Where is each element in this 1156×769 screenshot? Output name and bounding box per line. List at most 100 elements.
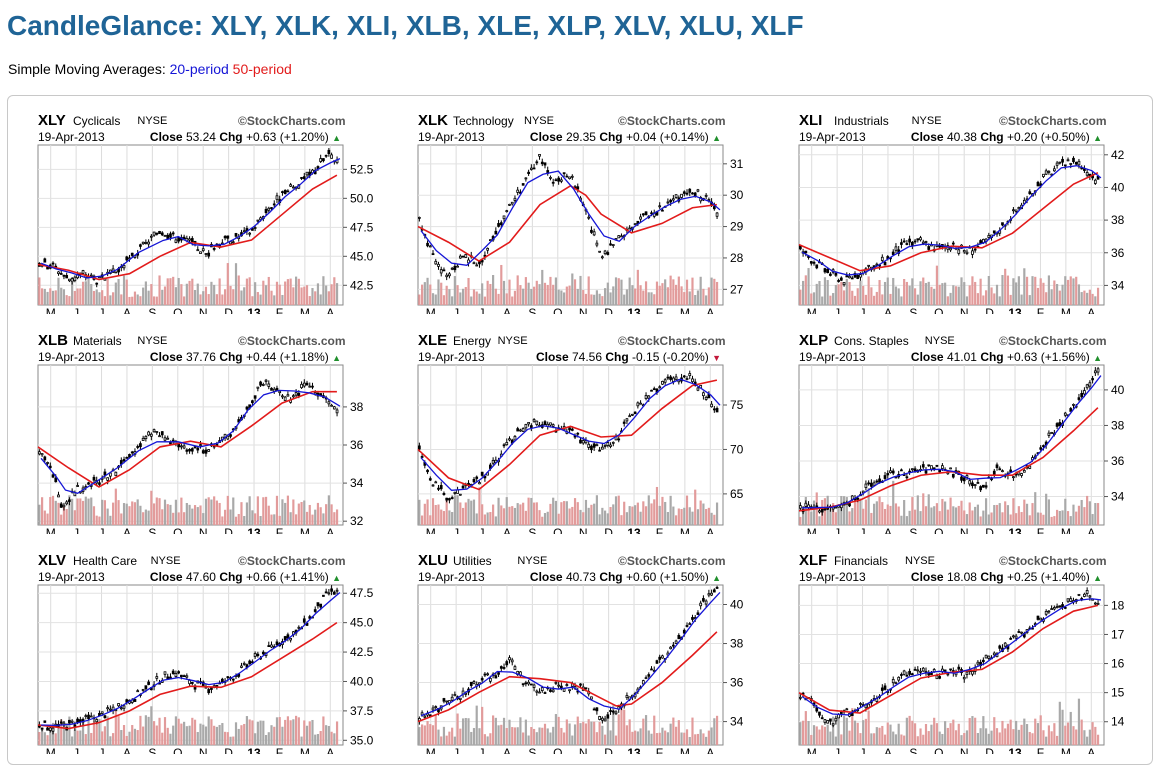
candle-body (1058, 605, 1062, 608)
candle-body (450, 497, 454, 499)
volume-bar (666, 732, 669, 745)
volume-bar (807, 268, 810, 305)
y-tick-label: 70 (730, 442, 744, 456)
candle-body (103, 471, 107, 476)
candle-body (538, 691, 541, 694)
candle-body (957, 666, 961, 670)
volume-bar (883, 281, 887, 305)
volume-bar (325, 504, 328, 525)
candle-body (949, 668, 952, 671)
volume-bar (87, 498, 90, 525)
volume-bar (207, 497, 210, 525)
candle-body (891, 251, 895, 255)
volume-bar (617, 278, 620, 305)
x-tick-label: D (985, 306, 994, 314)
candle-body (461, 485, 465, 489)
candle-body (941, 465, 944, 469)
volume-bar (568, 508, 571, 525)
volume-bar (46, 735, 49, 745)
volume-bar (303, 500, 306, 525)
volume-bar (957, 286, 960, 305)
volume-bar (829, 731, 832, 745)
volume-bar (908, 715, 911, 745)
candle-body (87, 714, 90, 719)
volume-bar (155, 497, 158, 525)
volume-bar (862, 720, 865, 745)
volume-bar (1088, 501, 1091, 525)
volume-bar (1050, 516, 1053, 525)
candle-body (229, 434, 232, 437)
close-value: 40.38 (946, 130, 977, 144)
volume-bar (196, 283, 199, 305)
chg-value: +0.04 (625, 130, 657, 144)
volume-bar (73, 729, 76, 745)
volume-bar (832, 293, 835, 305)
volume-bar (576, 502, 579, 525)
y-tick-label: 38 (730, 637, 744, 651)
candle-body (1014, 635, 1018, 639)
volume-bar (284, 719, 287, 745)
x-tick-label: J (860, 746, 866, 754)
volume-bar (672, 279, 675, 305)
volume-bar (470, 296, 473, 305)
charts-panel: 52.5 50.0 47.5 45.0 42.5 M J J A S O N D 13 F M A XLY Cycl… (7, 95, 1153, 765)
symbol-label: XLY (38, 112, 66, 129)
candle-body (70, 720, 74, 723)
volume-bar (95, 289, 98, 305)
candle-body (949, 247, 952, 251)
volume-bar (625, 725, 629, 745)
candle-body (609, 243, 612, 246)
volume-bar (949, 723, 952, 745)
volume-bar (133, 728, 137, 745)
volume-bar (163, 717, 167, 745)
volume-bar (938, 731, 941, 745)
volume-bar (237, 728, 240, 745)
volume-bar (590, 504, 593, 525)
symbol-label: XLP (799, 332, 829, 349)
chart-xli: 42 40 38 36 34 M J J A S O N D 13 F M A XLI Industrials NYS… (794, 104, 1134, 314)
volume-bar (1034, 718, 1037, 745)
volume-bar (886, 722, 889, 745)
volume-bar (960, 735, 963, 745)
volume-bar (897, 506, 900, 525)
volume-bar (114, 488, 117, 525)
candle-body (650, 389, 653, 392)
volume-bar (527, 282, 530, 305)
candle-body (431, 707, 435, 711)
volume-bar (218, 502, 221, 525)
volume-bar (883, 508, 887, 525)
x-tick-label: D (224, 746, 233, 754)
candle-body (109, 708, 112, 711)
candle-body (562, 172, 566, 175)
volume-bar (582, 512, 585, 525)
volume-bar (1006, 723, 1010, 745)
volume-bar (489, 512, 492, 525)
x-tick-label: M (1061, 526, 1071, 534)
up-arrow-icon: ▲ (1093, 573, 1102, 583)
chg-label: Chg (599, 570, 623, 584)
candle-body (472, 681, 476, 684)
stockcharts-watermark: ©StockCharts.com (618, 114, 726, 128)
candle-body (696, 387, 700, 391)
volume-bar (314, 734, 317, 745)
volume-bar (713, 718, 716, 745)
volume-bar (554, 500, 558, 525)
volume-bar (305, 285, 309, 305)
x-tick-label: 13 (1008, 746, 1022, 754)
x-tick-label: M (680, 306, 690, 314)
candle-body (445, 497, 449, 501)
candle-body (428, 245, 432, 248)
x-tick-label: J (860, 526, 866, 534)
candle-body (1069, 163, 1073, 165)
volume-bar (995, 284, 999, 305)
x-tick-label: O (934, 746, 943, 754)
candle-body (856, 497, 860, 500)
candle-body (883, 475, 887, 479)
volume-bar (815, 726, 818, 745)
candle-body (886, 473, 890, 476)
volume-bar (84, 734, 87, 745)
volume-bar (38, 277, 41, 305)
volume-bar (125, 279, 128, 305)
volume-bar (941, 283, 944, 305)
